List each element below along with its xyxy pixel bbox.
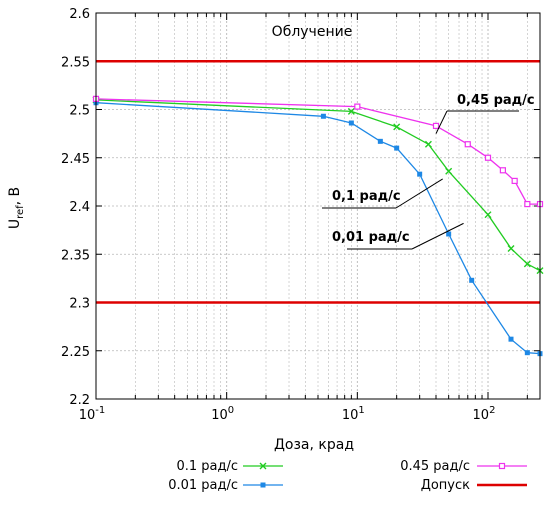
chart-title: Облучение (272, 24, 353, 40)
data-point (393, 123, 401, 131)
data-point (445, 167, 453, 175)
legend-swatch (477, 462, 527, 470)
annotation-label: 0,1 рад/с (332, 189, 401, 204)
tolerance-lines (96, 59, 540, 304)
legend-label: 0.45 рад/с (400, 459, 470, 474)
x-tick-exp: 2 (489, 405, 495, 416)
data-point (259, 462, 267, 470)
y-tick-labels: 2.2 2.25 2.3 2.35 2.4 2.45 2.5 2.55 2.6 (61, 7, 90, 408)
plot-frame (95, 12, 541, 400)
y-tick-label: 2.4 (69, 200, 90, 215)
y-axis-label-unit: , В (7, 187, 23, 206)
y-tick-label: 2.55 (61, 55, 90, 70)
series-0 (92, 96, 544, 275)
data-point (507, 244, 515, 252)
grid (95, 12, 540, 400)
y-tick-label: 2.2 (69, 393, 90, 408)
annotation-label: 0,01 рад/с (332, 230, 410, 245)
data-point (508, 336, 514, 342)
data-point (524, 200, 531, 208)
data-point (260, 482, 266, 488)
x-tick-base: 10 (342, 408, 359, 423)
data-point (354, 103, 361, 110)
x-tick-exp: -1 (95, 405, 105, 416)
series-1 (93, 100, 543, 357)
y-tick-label: 2.5 (69, 104, 90, 119)
y-tick-label: 2.35 (61, 248, 90, 263)
data-point (511, 177, 518, 185)
data-point (347, 107, 355, 115)
data-point (523, 260, 531, 268)
x-tick-label: 100 (211, 405, 234, 423)
x-tick-exp: 0 (228, 405, 234, 416)
data-point (348, 120, 354, 126)
annotation-leader (395, 178, 443, 209)
y-axis-label-main: U (7, 219, 23, 229)
y-tick-label: 2.45 (61, 152, 90, 167)
annotations: 0,45 рад/с 0,1 рад/с 0,01 рад/с (322, 93, 535, 250)
x-tick-base: 10 (79, 408, 96, 423)
y-tick-label: 2.25 (61, 345, 90, 360)
data-point (394, 145, 400, 151)
legend: 0.1 рад/с 0.01 рад/с 0.45 рад/с Допуск (168, 459, 527, 493)
legend-swatch (243, 482, 283, 488)
legend-swatch (243, 462, 283, 470)
data-point (484, 154, 492, 161)
data-point (377, 138, 383, 144)
legend-label: 0.1 рад/с (176, 459, 238, 474)
x-tick-label: 101 (342, 405, 365, 423)
data-point (432, 122, 440, 130)
y-axis-label: Uref, В (7, 187, 26, 229)
x-tick-label: 102 (473, 405, 496, 423)
data-point (424, 140, 432, 148)
y-axis-label-sub: ref (15, 205, 26, 219)
y-tick-label: 2.6 (69, 7, 90, 22)
x-tick-label: 10-1 (79, 405, 106, 423)
data-point (464, 141, 471, 148)
data-point (417, 171, 423, 177)
x-tick-base: 10 (211, 408, 228, 423)
legend-label: 0.01 рад/с (168, 478, 238, 493)
y-tick-label: 2.3 (69, 297, 90, 312)
annotation-label: 0,45 рад/с (457, 93, 535, 108)
data-point (320, 113, 326, 119)
data-point (469, 277, 475, 283)
data-point (484, 211, 492, 219)
x-tick-exp: 1 (358, 405, 364, 416)
x-tick-labels: 10-1 100 101 102 (79, 405, 496, 423)
legend-label: Допуск (421, 478, 470, 493)
x-axis-label: Доза, крад (274, 437, 354, 453)
annotation-leader (411, 222, 464, 250)
x-tick-base: 10 (473, 408, 490, 423)
data-point (499, 167, 506, 174)
series-line (95, 102, 541, 355)
data-point (498, 462, 506, 470)
data-point (446, 231, 452, 237)
data-point (524, 350, 530, 356)
annotation-leader (435, 110, 448, 134)
